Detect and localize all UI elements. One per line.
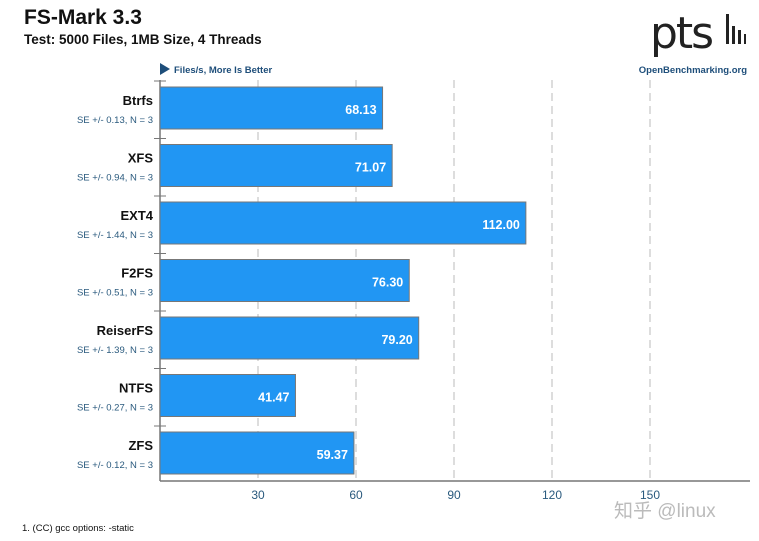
bar-value-label: 71.07 [355, 161, 386, 175]
bar-value-label: 76.30 [372, 276, 403, 290]
standard-error-label: SE +/- 1.44, N = 3 [77, 230, 153, 241]
openbenchmarking-link[interactable]: OpenBenchmarking.org [639, 65, 747, 76]
bar-value-label: 59.37 [317, 448, 348, 462]
direction-arrow-icon [160, 63, 170, 75]
category-label: NTFS [119, 381, 153, 396]
bar-btrfs [159, 86, 384, 130]
x-axis-label: Files/s, More Is Better [174, 65, 273, 76]
standard-error-label: SE +/- 0.51, N = 3 [77, 288, 153, 299]
chart-title: FS-Mark 3.3 [24, 6, 142, 29]
x-tick-label: 150 [640, 488, 660, 502]
standard-error-label: SE +/- 0.13, N = 3 [77, 115, 153, 126]
standard-error-label: SE +/- 0.12, N = 3 [77, 460, 153, 471]
standard-error-label: SE +/- 1.39, N = 3 [77, 345, 153, 356]
category-label: ZFS [128, 438, 153, 453]
bar-reiserfs [159, 316, 420, 360]
bar-value-label: 112.00 [482, 218, 520, 232]
bar-ntfs [159, 374, 296, 417]
category-label: XFS [128, 151, 154, 166]
bar-xfs [159, 144, 393, 187]
bar-value-label: 41.47 [258, 391, 289, 405]
footnote: 1. (CC) gcc options: -static [22, 523, 134, 534]
bar-value-label: 68.13 [345, 103, 376, 117]
x-tick-label: 120 [542, 488, 562, 502]
ptsh-logo: pts [650, 8, 746, 59]
x-tick-label: 60 [349, 488, 363, 502]
bar-ext4 [159, 201, 527, 245]
standard-error-label: SE +/- 0.94, N = 3 [77, 173, 153, 184]
bar-value-label: 79.20 [381, 333, 412, 347]
category-label: EXT4 [120, 208, 153, 223]
x-tick-label: 90 [447, 488, 461, 502]
svg-text:pts: pts [650, 8, 712, 59]
category-label: ReiserFS [97, 323, 154, 338]
chart-subtitle: Test: 5000 Files, 1MB Size, 4 Threads [24, 32, 262, 47]
bar-f2fs [159, 259, 410, 302]
category-label: F2FS [121, 266, 153, 281]
standard-error-label: SE +/- 0.27, N = 3 [77, 403, 153, 414]
category-label: Btrfs [123, 93, 153, 108]
watermark: 知乎 @linux [614, 500, 716, 522]
x-tick-label: 30 [251, 488, 265, 502]
bar-zfs [159, 431, 355, 475]
